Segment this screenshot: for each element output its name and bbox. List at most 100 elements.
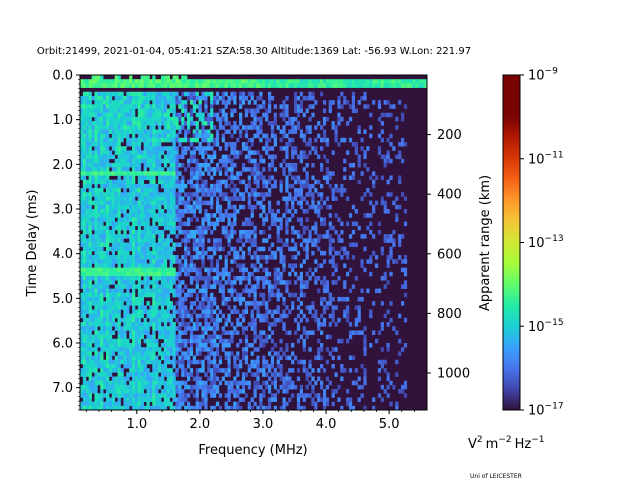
heatmap-cell <box>160 393 165 398</box>
heatmap-cell <box>308 330 312 335</box>
heatmap-cell <box>398 204 402 210</box>
heatmap-cell <box>213 317 217 323</box>
heatmap-cell <box>120 121 124 126</box>
heatmap-cell <box>158 405 162 410</box>
heatmap-cell <box>282 322 286 327</box>
heatmap-cell <box>178 296 182 302</box>
heatmap-cell <box>233 146 237 151</box>
heatmap-cell <box>172 125 176 130</box>
heatmap-cell <box>140 121 144 126</box>
heatmap-cell <box>172 95 176 101</box>
heatmap-cell <box>354 79 358 84</box>
heatmap-cell <box>201 162 205 168</box>
heatmap-cell <box>103 393 107 398</box>
heatmap-cell <box>241 162 246 168</box>
heatmap-cell <box>215 116 220 122</box>
heatmap-cell <box>366 167 370 172</box>
heatmap-cell <box>100 284 104 289</box>
heatmap-cell <box>126 347 130 352</box>
heatmap-cell <box>129 313 133 319</box>
heatmap-cell <box>158 83 162 88</box>
heatmap-cell <box>82 112 87 118</box>
heatmap-cell <box>172 100 176 105</box>
heatmap-cell <box>100 267 104 273</box>
heatmap-cell <box>120 95 124 101</box>
heatmap-cell <box>224 158 228 164</box>
heatmap-cell <box>123 284 127 289</box>
heatmap-cell <box>305 376 309 382</box>
heatmap-cell <box>221 301 225 306</box>
heatmap-cell <box>106 276 110 281</box>
heatmap-cell <box>282 401 286 407</box>
heatmap-cell <box>97 397 101 402</box>
heatmap-cell <box>158 209 162 214</box>
heatmap-cell <box>192 338 197 344</box>
heatmap-cell <box>279 292 283 298</box>
heatmap-cell <box>82 368 87 373</box>
heatmap-cell <box>386 384 390 390</box>
heatmap-cell <box>250 397 254 402</box>
heatmap-cell <box>143 221 147 227</box>
heatmap-cell <box>160 309 165 315</box>
heatmap-cell <box>195 246 199 252</box>
heatmap-cell <box>97 376 101 382</box>
heatmap-cell <box>100 225 104 231</box>
heatmap-cell <box>213 221 217 227</box>
heatmap-cell <box>403 221 408 227</box>
heatmap-cell <box>293 83 298 88</box>
heatmap-cell <box>360 259 364 264</box>
heatmap-cell <box>175 347 179 352</box>
heatmap-cell <box>111 305 116 310</box>
heatmap-cell <box>152 326 156 331</box>
heatmap-cell <box>140 380 144 386</box>
heatmap-cell <box>308 150 312 155</box>
heatmap-cell <box>163 363 168 369</box>
heatmap-cell <box>291 121 295 126</box>
heatmap-cell <box>403 104 408 109</box>
heatmap-cell <box>230 213 234 218</box>
heatmap-cell <box>221 108 225 114</box>
heatmap-cell <box>239 296 243 302</box>
heatmap-cell <box>114 192 118 197</box>
heatmap-cell <box>276 292 280 298</box>
heatmap-cell <box>331 121 335 126</box>
heatmap-cell <box>282 116 286 122</box>
heatmap-cell <box>117 309 121 315</box>
heatmap-cell <box>172 104 176 109</box>
heatmap-cell <box>207 296 211 302</box>
heatmap-cell <box>91 401 95 407</box>
heatmap-cell <box>227 338 231 344</box>
heatmap-cell <box>247 108 251 114</box>
heatmap-cell <box>80 372 84 377</box>
heatmap-cell <box>175 380 179 386</box>
heatmap-cell <box>259 104 263 109</box>
heatmap-cell <box>389 133 393 139</box>
heatmap-cell <box>189 171 194 176</box>
heatmap-cell <box>103 108 107 114</box>
heatmap-cell <box>348 288 353 294</box>
heatmap-cell <box>94 83 98 88</box>
heatmap-cell <box>88 79 92 84</box>
heatmap-cell <box>149 263 153 268</box>
heatmap-cell <box>155 129 159 134</box>
heatmap-cell <box>204 137 208 143</box>
heatmap-cell <box>82 292 87 298</box>
heatmap-cell <box>198 104 202 109</box>
heatmap-cell <box>100 204 104 210</box>
heatmap-cell <box>233 380 237 386</box>
heatmap-cell <box>85 317 90 323</box>
heatmap-cell <box>331 305 335 310</box>
heatmap-cell <box>398 313 402 319</box>
heatmap-cell <box>189 405 194 410</box>
heatmap-cell <box>134 296 139 302</box>
heatmap-cell <box>172 121 176 126</box>
heatmap-cell <box>132 217 136 222</box>
heatmap-cell <box>331 401 335 407</box>
heatmap-cell <box>270 338 275 344</box>
heatmap-cell <box>134 267 139 273</box>
heatmap-cell <box>314 137 318 143</box>
heatmap-cell <box>140 296 144 302</box>
heatmap-cell <box>175 150 179 155</box>
heatmap-cell <box>94 368 98 373</box>
heatmap-cell <box>198 376 202 382</box>
